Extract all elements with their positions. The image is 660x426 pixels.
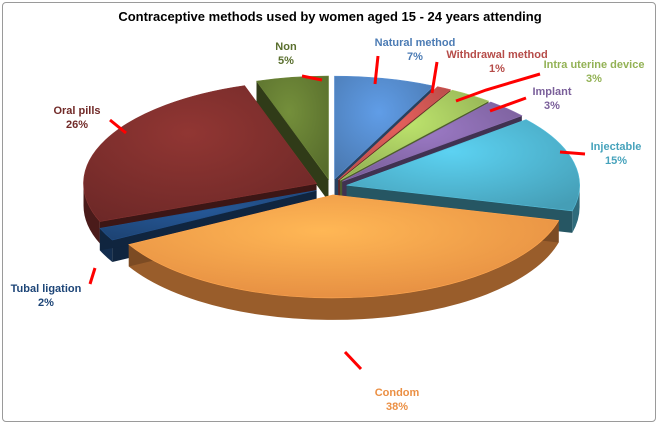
data-label-value: 38%	[386, 401, 408, 413]
data-label-value: 3%	[544, 100, 560, 112]
data-label-value: 1%	[489, 63, 505, 75]
leader-line	[343, 350, 363, 371]
data-label-name: Injectable	[591, 141, 642, 153]
pie-slice-wall	[256, 81, 329, 202]
pie-slice-oral-pills	[83, 85, 318, 222]
pie-slice-side	[572, 185, 580, 233]
data-label-name: Non	[275, 41, 297, 53]
data-label-value: 7%	[407, 51, 423, 63]
data-label-value: 2%	[38, 297, 54, 309]
leader-line	[430, 61, 439, 94]
pie-slice-injectable	[346, 119, 580, 212]
pie-slice-condom	[128, 194, 560, 299]
pie-slice-wall	[99, 190, 317, 251]
pie-tops	[83, 75, 580, 299]
leader-line	[559, 150, 586, 156]
pie-slice-withdrawal-method	[338, 86, 452, 181]
leader-line	[109, 118, 127, 135]
data-label-name: Natural method	[375, 37, 456, 49]
data-label-value: 26%	[66, 119, 88, 131]
pie-slice-non	[255, 75, 329, 181]
chart-title: Contraceptive methods used by women aged…	[118, 9, 542, 24]
data-label-name: Tubal ligation	[11, 283, 82, 295]
data-label-name: Implant	[532, 86, 571, 98]
data-label-value: 15%	[605, 155, 627, 167]
data-label-name: Withdrawal method	[446, 49, 547, 61]
pie-slice-implant	[342, 101, 523, 182]
data-label-value: 3%	[586, 73, 602, 85]
data-label-name: Oral pills	[53, 105, 100, 117]
pie-slice-side	[83, 183, 100, 244]
leader-line	[455, 72, 541, 103]
data-label-name: Intra uterine device	[544, 59, 645, 71]
pie-slice-side	[128, 220, 559, 320]
leader-line	[301, 74, 323, 82]
pie-slice-tubal-ligation	[99, 190, 317, 241]
leader-line	[88, 267, 97, 285]
leader-line	[489, 96, 527, 113]
leader-line	[373, 55, 380, 85]
data-label-name: Condom	[375, 387, 420, 399]
data-labels: Natural method 7% Withdrawal method 1% Intra…	[11, 37, 645, 413]
data-label-value: 5%	[278, 55, 294, 67]
